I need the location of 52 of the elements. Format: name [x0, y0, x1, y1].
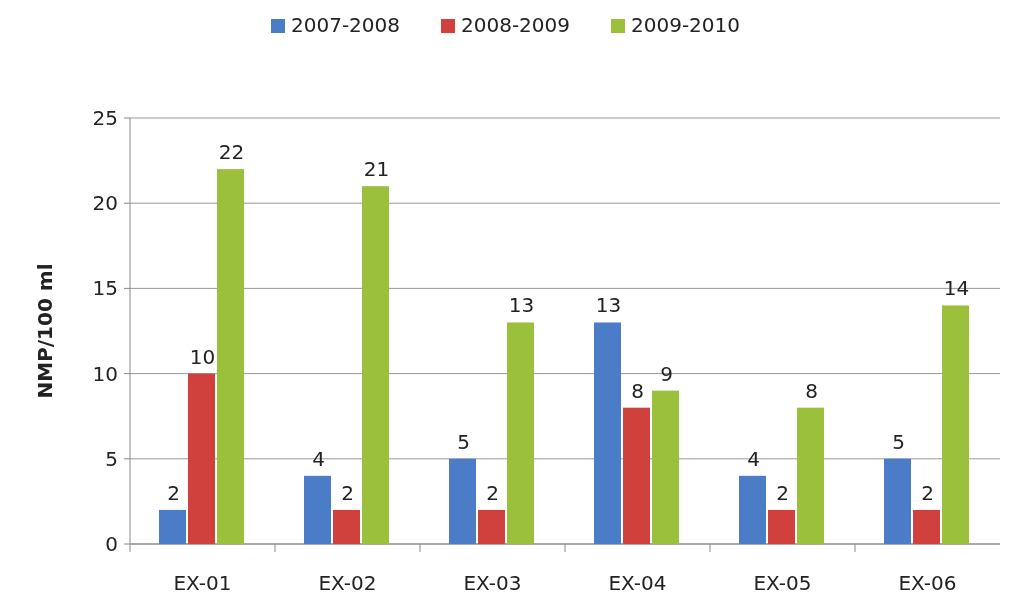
bar — [217, 169, 244, 544]
bar — [449, 458, 476, 544]
bar — [768, 509, 795, 544]
bar — [913, 509, 940, 544]
legend-label: 2008-2009 — [461, 13, 571, 37]
x-tick-label: EX-03 — [463, 571, 522, 595]
x-tick-label: EX-02 — [318, 571, 377, 595]
bar — [188, 373, 215, 544]
data-label: 2 — [921, 480, 934, 505]
data-label: 4 — [312, 446, 325, 471]
data-label: 2 — [486, 480, 499, 505]
bar — [884, 458, 911, 544]
y-tick-label: 10 — [92, 361, 118, 386]
y-tick-label: 20 — [92, 191, 118, 216]
bar — [739, 475, 766, 544]
data-label: 4 — [747, 446, 760, 471]
bar — [594, 322, 621, 544]
bar — [159, 509, 186, 544]
y-tick-label: 15 — [92, 276, 118, 301]
y-tick-label: 25 — [92, 106, 118, 130]
bar — [623, 407, 650, 544]
data-label: 13 — [508, 293, 535, 318]
x-tick-label: EX-06 — [898, 571, 957, 595]
data-label: 2 — [167, 480, 180, 505]
y-tick-label: 5 — [105, 446, 118, 471]
legend-label: 2007-2008 — [291, 13, 401, 37]
data-label: 21 — [363, 157, 390, 182]
x-tick-label: EX-05 — [753, 571, 812, 595]
x-tick-label: EX-01 — [173, 571, 232, 595]
data-label: 8 — [631, 378, 644, 403]
bar — [362, 186, 389, 544]
bar — [797, 407, 824, 544]
bar — [652, 390, 679, 544]
y-tick-label: 0 — [105, 532, 118, 556]
data-label: 22 — [218, 140, 245, 165]
data-label: 13 — [595, 293, 622, 318]
data-label: 2 — [341, 480, 354, 505]
bar — [333, 509, 360, 544]
data-label: 5 — [892, 429, 905, 454]
data-label: 2 — [776, 480, 789, 505]
legend-label: 2009-2010 — [631, 13, 741, 37]
data-label: 14 — [943, 276, 970, 301]
data-label: 5 — [457, 429, 470, 454]
data-label: 10 — [189, 344, 216, 369]
y-axis-title: NMP/100 ml — [33, 263, 57, 399]
data-label: 9 — [660, 361, 673, 386]
x-tick-label: EX-04 — [608, 571, 667, 595]
bar — [507, 322, 534, 544]
bar — [304, 475, 331, 544]
bar — [478, 509, 505, 544]
data-label: 8 — [805, 378, 818, 403]
bar — [942, 305, 969, 544]
